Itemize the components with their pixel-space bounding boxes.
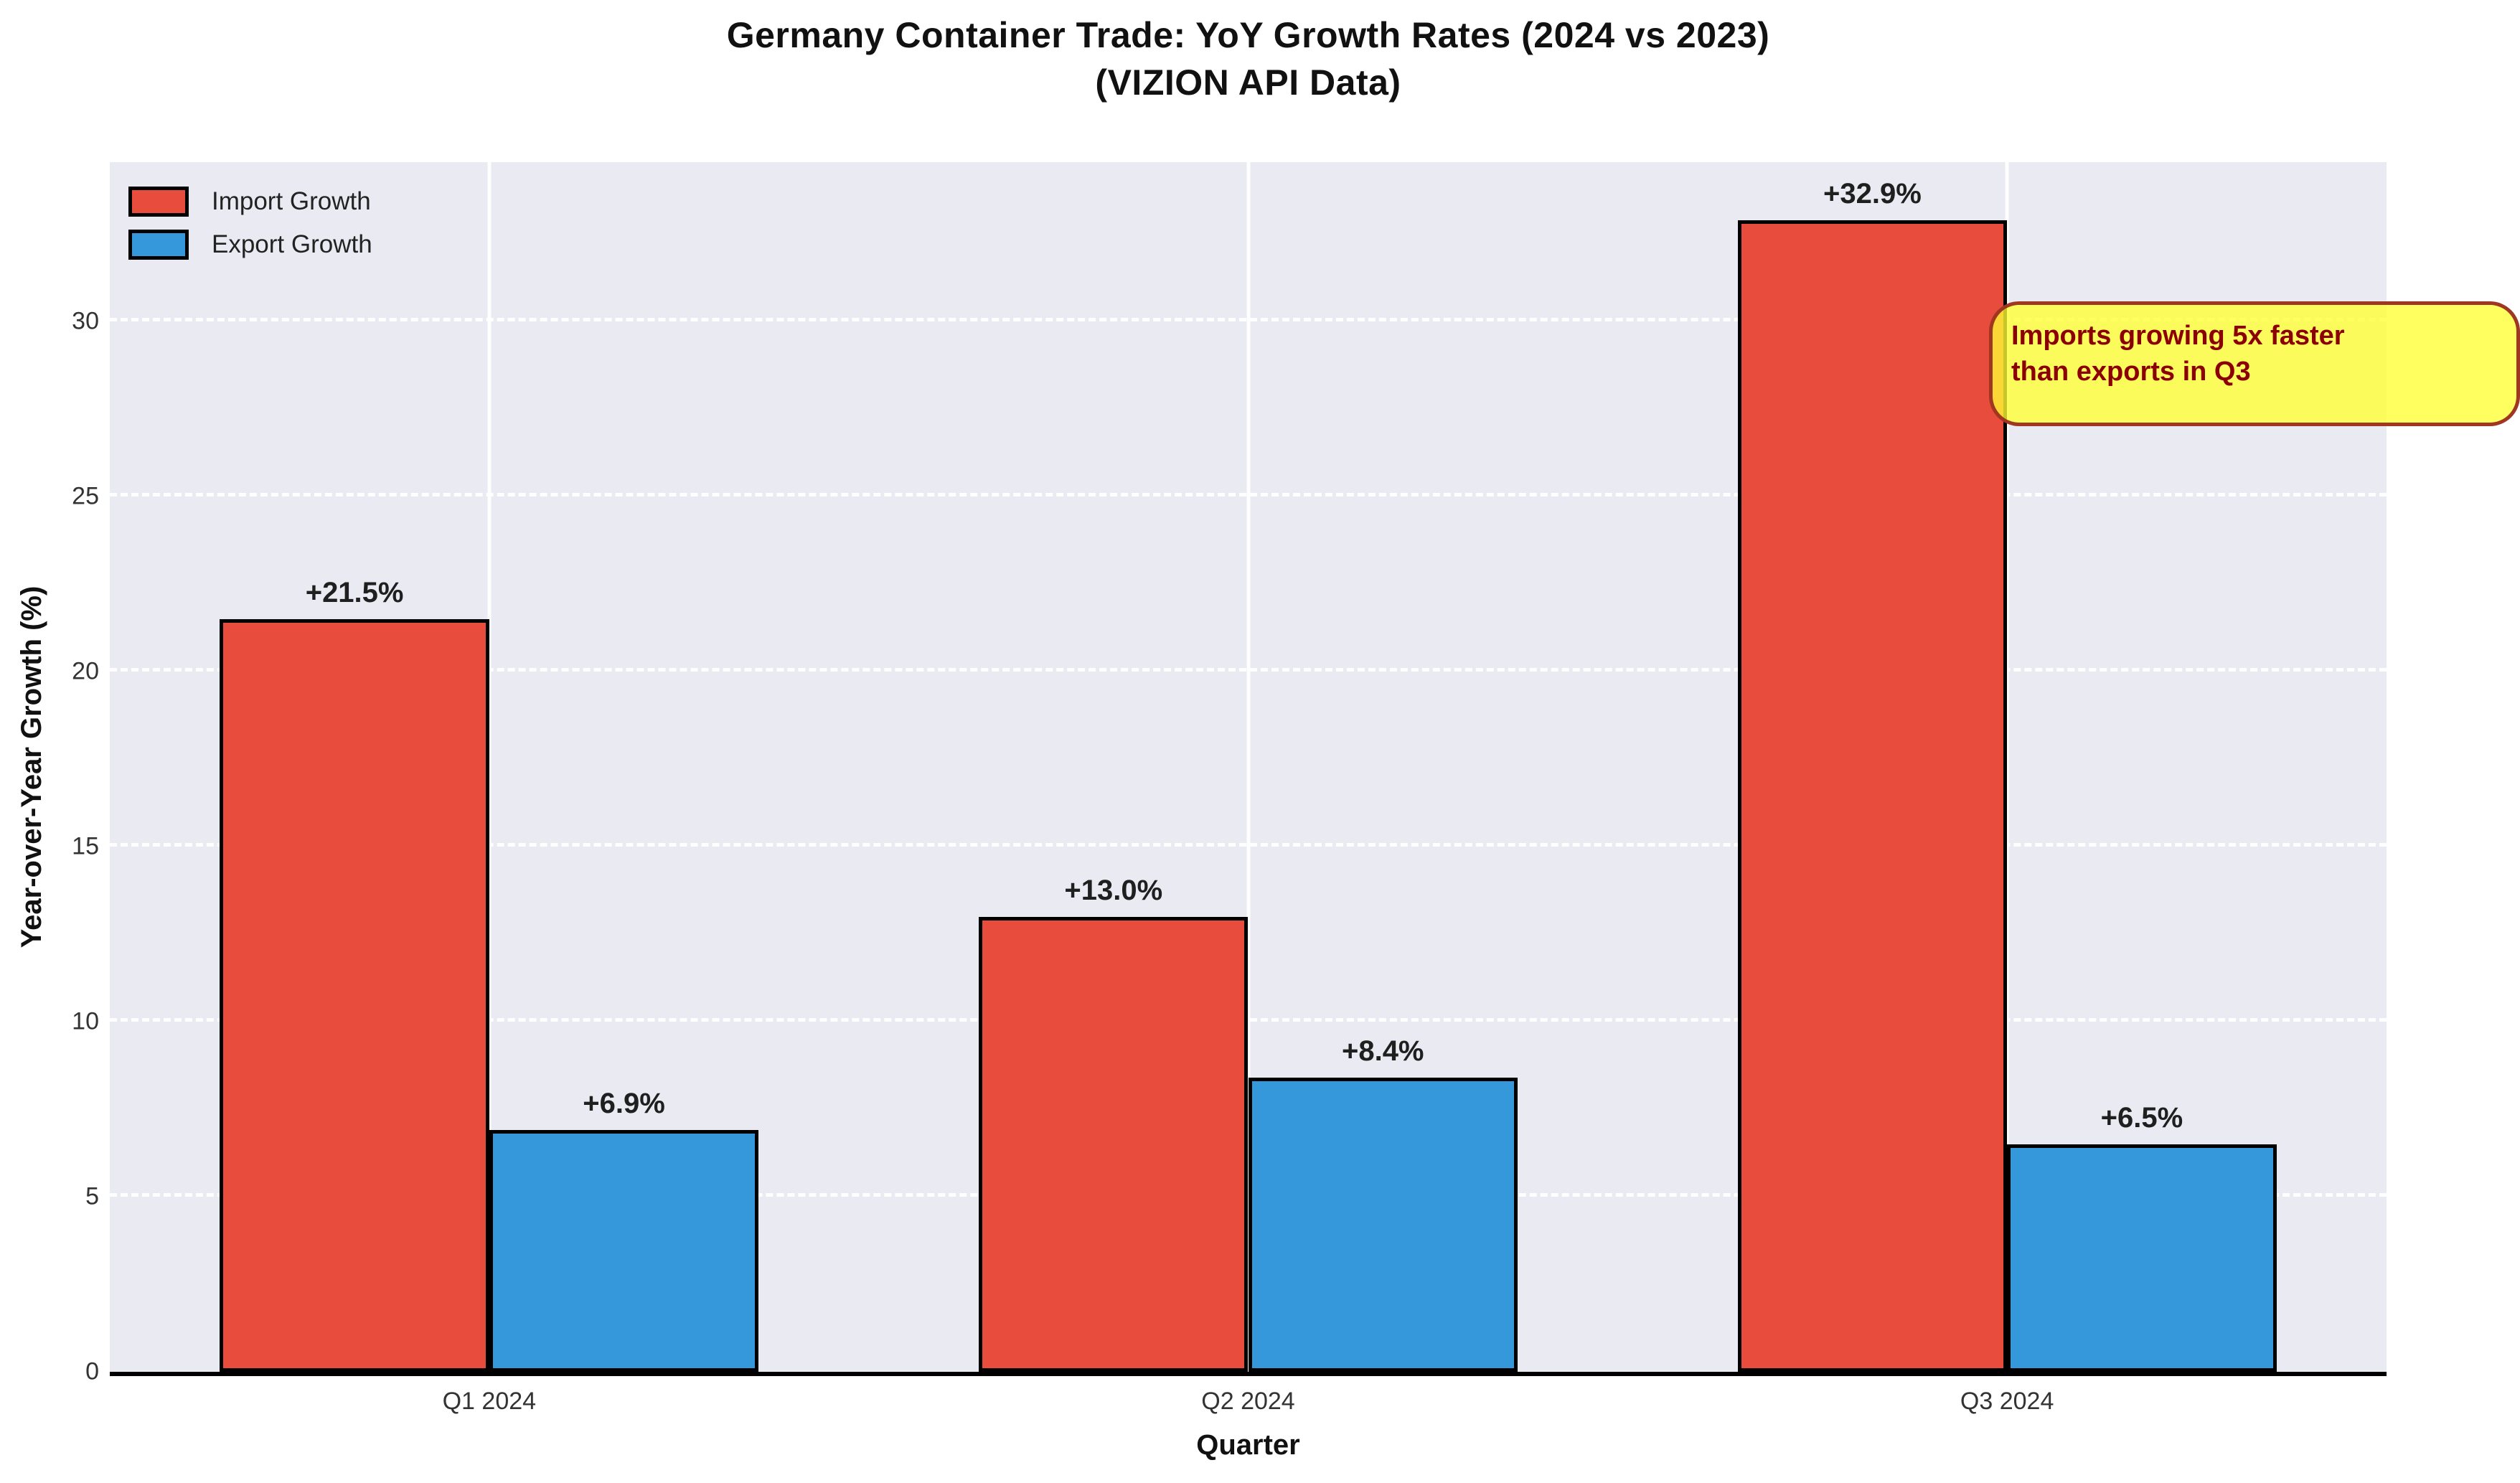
legend-item-import-growth: Import Growth [128, 187, 372, 217]
export-growth-bar-q1-2024 [489, 1130, 759, 1372]
import-growth-bar-q2-2024 [979, 916, 1249, 1372]
bar-value-label-export-growth-q1-2024: +6.9% [583, 1088, 665, 1120]
y-tick-10: 10 [72, 1007, 99, 1035]
annotation-callout: Imports growing 5x faster than exports i… [1989, 301, 2520, 426]
import-growth-bar-q1-2024 [220, 618, 489, 1372]
bar-value-label-import-growth-q1-2024: +21.5% [305, 576, 404, 608]
y-axis-ticks: 0 5 10 15 20 25 30 [0, 162, 99, 1385]
legend-label-import-growth: Import Growth [212, 187, 371, 215]
gridline-x-q1-2024 [487, 162, 492, 1372]
annotation-line2: than exports in Q3 [2011, 357, 2251, 387]
y-tick-20: 20 [72, 657, 99, 685]
x-tick-q1-2024: Q1 2024 [442, 1388, 537, 1415]
chart-title-line2: (VIZION API Data) [1095, 62, 1401, 103]
export-growth-swatch-icon [128, 230, 189, 260]
gridline-x-q2-2024 [1246, 162, 1250, 1372]
bar-value-label-import-growth-q2-2024: +13.0% [1064, 874, 1163, 906]
chart-title-line1: Germany Container Trade: YoY Growth Rate… [726, 15, 1770, 55]
bar-value-label-import-growth-q3-2024: +32.9% [1823, 177, 1922, 209]
bar-value-label-export-growth-q2-2024: +8.4% [1341, 1035, 1424, 1068]
y-tick-25: 25 [72, 482, 99, 510]
gridline-x-q3-2024 [2005, 162, 2009, 1372]
x-tick-q2-2024: Q2 2024 [1201, 1388, 1295, 1415]
export-growth-bar-q2-2024 [1248, 1078, 1518, 1372]
y-tick-5: 5 [85, 1182, 99, 1210]
x-axis-ticks: Q1 2024 Q2 2024 Q3 2024 [110, 1388, 2387, 1423]
x-axis-label: Quarter [1196, 1429, 1300, 1461]
annotation-line1: Imports growing 5x faster [2011, 321, 2345, 351]
y-tick-30: 30 [72, 307, 99, 335]
chart-title: Germany Container Trade: YoY Growth Rate… [110, 11, 2387, 106]
import-growth-swatch-icon [128, 187, 189, 217]
legend-item-export-growth: Export Growth [128, 230, 372, 260]
y-tick-15: 15 [72, 832, 99, 860]
y-tick-0: 0 [85, 1357, 99, 1385]
x-tick-q3-2024: Q3 2024 [1960, 1388, 2054, 1415]
import-growth-bar-q3-2024 [1737, 220, 2008, 1372]
export-growth-bar-q3-2024 [2007, 1144, 2277, 1372]
legend-label-export-growth: Export Growth [212, 230, 372, 258]
bar-value-label-export-growth-q3-2024: +6.5% [2100, 1101, 2183, 1134]
legend: Import Growth Export Growth [128, 187, 372, 273]
